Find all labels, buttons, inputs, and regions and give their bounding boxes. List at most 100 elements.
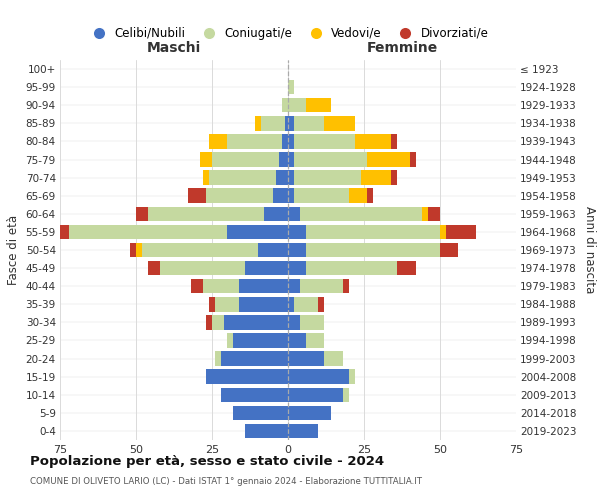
Bar (355, 134, 391, 148)
Bar (410, 152, 416, 167)
Text: COMUNE DI OLIVETO LARIO (LC) - Dati ISTAT 1° gennaio 2024 - Elaborazione TUTTITA: COMUNE DI OLIVETO LARIO (LC) - Dati ISTA… (30, 478, 422, 486)
Bar (136, 243, 142, 257)
Bar (254, 116, 260, 130)
Bar (200, 152, 212, 167)
Bar (212, 152, 279, 167)
Bar (288, 406, 331, 420)
Bar (294, 297, 319, 312)
Bar (209, 134, 227, 148)
Bar (288, 116, 294, 130)
Bar (294, 152, 367, 167)
Bar (288, 243, 306, 257)
Bar (212, 315, 224, 330)
Legend: Celibi/Nubili, Coniugati/e, Vedovi/e, Divorziati/e: Celibi/Nubili, Coniugati/e, Vedovi/e, Di… (83, 22, 493, 44)
Bar (440, 243, 458, 257)
Bar (215, 352, 221, 366)
Bar (306, 333, 325, 347)
Bar (260, 116, 285, 130)
Bar (206, 315, 212, 330)
Text: Maschi: Maschi (147, 40, 201, 54)
Bar (203, 279, 239, 293)
Bar (282, 98, 288, 112)
Bar (245, 424, 288, 438)
Bar (130, 243, 136, 257)
Bar (285, 116, 288, 130)
Bar (294, 170, 361, 185)
Bar (188, 188, 206, 203)
Bar (245, 261, 288, 276)
Bar (349, 370, 355, 384)
Bar (288, 134, 294, 148)
Bar (294, 116, 325, 130)
Bar (191, 279, 203, 293)
Bar (367, 188, 373, 203)
Bar (391, 170, 397, 185)
Bar (288, 279, 300, 293)
Bar (288, 370, 349, 384)
Bar (148, 206, 263, 221)
Bar (397, 261, 416, 276)
Bar (306, 243, 440, 257)
Bar (227, 224, 288, 239)
Bar (39, 224, 69, 239)
Bar (206, 188, 273, 203)
Bar (300, 315, 325, 330)
Bar (279, 152, 288, 167)
Bar (300, 279, 343, 293)
Bar (288, 261, 306, 276)
Bar (221, 388, 288, 402)
Bar (288, 388, 343, 402)
Bar (367, 152, 410, 167)
Bar (325, 352, 343, 366)
Bar (227, 333, 233, 347)
Bar (148, 261, 160, 276)
Bar (349, 188, 367, 203)
Bar (288, 152, 294, 167)
Bar (361, 170, 391, 185)
Bar (446, 224, 476, 239)
Bar (325, 116, 355, 130)
Bar (294, 134, 355, 148)
Bar (422, 206, 428, 221)
Text: Popolazione per età, sesso e stato civile - 2024: Popolazione per età, sesso e stato civil… (30, 455, 384, 468)
Bar (209, 170, 276, 185)
Bar (221, 352, 288, 366)
Bar (288, 315, 300, 330)
Bar (319, 297, 325, 312)
Bar (288, 188, 294, 203)
Bar (203, 170, 209, 185)
Bar (343, 279, 349, 293)
Bar (288, 297, 294, 312)
Bar (288, 170, 294, 185)
Bar (306, 224, 440, 239)
Bar (206, 370, 288, 384)
Bar (288, 352, 325, 366)
Bar (288, 80, 294, 94)
Bar (306, 261, 397, 276)
Bar (136, 206, 148, 221)
Text: Femmine: Femmine (367, 40, 437, 54)
Bar (69, 224, 227, 239)
Bar (276, 170, 288, 185)
Bar (428, 206, 440, 221)
Bar (160, 261, 245, 276)
Bar (142, 243, 257, 257)
Bar (239, 279, 288, 293)
Bar (288, 424, 319, 438)
Bar (209, 297, 215, 312)
Bar (300, 206, 422, 221)
Bar (215, 297, 239, 312)
Y-axis label: Anni di nascita: Anni di nascita (583, 206, 596, 294)
Bar (227, 134, 282, 148)
Y-axis label: Fasce di età: Fasce di età (7, 215, 20, 285)
Bar (343, 388, 349, 402)
Bar (263, 206, 288, 221)
Bar (294, 188, 349, 203)
Bar (233, 406, 288, 420)
Bar (288, 206, 300, 221)
Bar (288, 98, 306, 112)
Bar (239, 297, 288, 312)
Bar (273, 188, 288, 203)
Bar (306, 98, 331, 112)
Bar (288, 224, 306, 239)
